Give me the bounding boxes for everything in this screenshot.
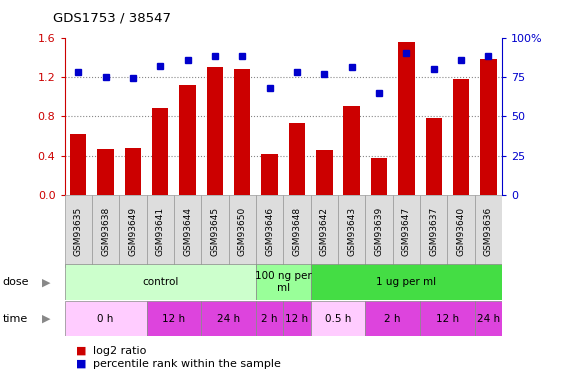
Bar (453, 79, 469, 195)
Bar (180, 85, 196, 195)
Bar (311, 264, 502, 300)
Text: GSM93638: GSM93638 (101, 207, 110, 256)
Text: GSM93650: GSM93650 (238, 207, 247, 256)
Text: dose: dose (3, 277, 29, 287)
Text: time: time (3, 314, 28, 324)
Text: control: control (142, 277, 178, 287)
Bar (146, 301, 201, 336)
Text: GDS1753 / 38547: GDS1753 / 38547 (53, 11, 171, 24)
Text: GSM93637: GSM93637 (429, 207, 438, 256)
Bar (261, 154, 278, 195)
Text: GSM93649: GSM93649 (128, 207, 137, 256)
Bar (146, 195, 174, 268)
Text: 12 h: 12 h (162, 314, 186, 324)
Text: 0 h: 0 h (98, 314, 114, 324)
Text: GSM93635: GSM93635 (73, 207, 82, 256)
Text: GSM93648: GSM93648 (292, 207, 301, 256)
Bar (393, 195, 420, 268)
Bar (65, 301, 146, 336)
Bar (92, 195, 119, 268)
Bar (289, 123, 305, 195)
Text: percentile rank within the sample: percentile rank within the sample (93, 359, 280, 369)
Bar (201, 301, 256, 336)
Bar (201, 195, 229, 268)
Bar (448, 195, 475, 268)
Bar (283, 301, 311, 336)
Text: 24 h: 24 h (217, 314, 240, 324)
Text: GSM93643: GSM93643 (347, 207, 356, 256)
Text: 100 ng per
ml: 100 ng per ml (255, 272, 312, 293)
Bar (420, 195, 448, 268)
Bar (119, 195, 146, 268)
Bar (343, 106, 360, 195)
Bar (371, 158, 387, 195)
Text: 12 h: 12 h (286, 314, 309, 324)
Bar (70, 134, 86, 195)
Text: 12 h: 12 h (436, 314, 459, 324)
Bar (65, 264, 256, 300)
Bar (398, 42, 415, 195)
Text: ■: ■ (76, 359, 86, 369)
Text: GSM93642: GSM93642 (320, 207, 329, 256)
Text: 0.5 h: 0.5 h (325, 314, 351, 324)
Bar (338, 195, 365, 268)
Text: ■: ■ (76, 346, 86, 355)
Bar (365, 301, 420, 336)
Text: ▶: ▶ (42, 314, 51, 324)
Bar (152, 108, 168, 195)
Bar (475, 301, 502, 336)
Text: 2 h: 2 h (384, 314, 401, 324)
Text: GSM93645: GSM93645 (210, 207, 219, 256)
Text: 2 h: 2 h (261, 314, 278, 324)
Text: 1 ug per ml: 1 ug per ml (376, 277, 436, 287)
Text: GSM93641: GSM93641 (156, 207, 165, 256)
Text: ▶: ▶ (42, 277, 51, 287)
Text: 24 h: 24 h (477, 314, 500, 324)
Bar (311, 301, 365, 336)
Bar (174, 195, 201, 268)
Text: log2 ratio: log2 ratio (93, 346, 146, 355)
Bar (206, 67, 223, 195)
Bar (229, 195, 256, 268)
Bar (425, 118, 442, 195)
Text: GSM93636: GSM93636 (484, 207, 493, 256)
Bar (480, 59, 496, 195)
Bar (420, 301, 475, 336)
Bar (256, 301, 283, 336)
Text: GSM93646: GSM93646 (265, 207, 274, 256)
Bar (98, 149, 114, 195)
Bar (316, 150, 333, 195)
Bar (311, 195, 338, 268)
Bar (125, 148, 141, 195)
Bar (65, 195, 92, 268)
Text: GSM93644: GSM93644 (183, 207, 192, 256)
Bar (234, 69, 250, 195)
Text: GSM93639: GSM93639 (375, 207, 384, 256)
Bar (475, 195, 502, 268)
Bar (283, 195, 311, 268)
Text: GSM93647: GSM93647 (402, 207, 411, 256)
Bar (256, 264, 311, 300)
Bar (256, 195, 283, 268)
Bar (365, 195, 393, 268)
Text: GSM93640: GSM93640 (457, 207, 466, 256)
